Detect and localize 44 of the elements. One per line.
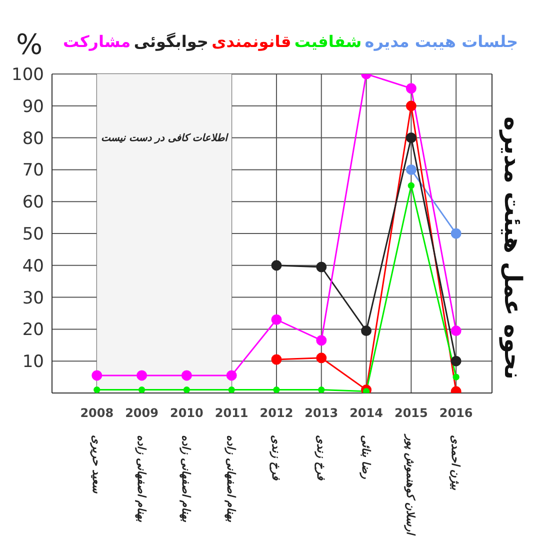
point <box>450 228 462 239</box>
point <box>273 386 280 393</box>
y-tick-label: 100 <box>12 65 44 86</box>
point <box>94 386 100 393</box>
point <box>228 386 235 393</box>
point <box>271 314 282 325</box>
point <box>316 352 327 364</box>
y-tick-label: 30 <box>22 288 44 308</box>
y-tick-label: 90 <box>22 96 44 117</box>
text: جلسات هیبت مدیره <box>364 32 518 51</box>
point <box>183 386 190 393</box>
y-tick-label: 80 <box>22 128 44 149</box>
point <box>406 132 416 144</box>
point <box>316 335 327 346</box>
point <box>271 354 282 365</box>
y-tick-label: 70 <box>22 160 44 181</box>
y-tick-label: 60 <box>22 192 44 213</box>
point <box>138 386 146 393</box>
y-tick-label: 40 <box>22 256 44 276</box>
text: جوابگوئی <box>134 32 208 51</box>
point <box>92 370 102 381</box>
y2-axis-title: نحوه عمل هیئت مدیره <box>499 116 527 380</box>
point <box>316 262 327 272</box>
point <box>450 326 462 336</box>
point <box>181 370 192 381</box>
y-axis-title: % <box>16 28 43 61</box>
point <box>136 370 148 381</box>
text: شفافیت <box>294 32 362 51</box>
y-tick-label: 50 <box>22 224 44 245</box>
point <box>271 260 282 271</box>
point <box>406 83 416 94</box>
point <box>361 326 372 336</box>
point <box>406 100 416 112</box>
text: قانونمندی <box>212 32 292 51</box>
point <box>226 370 237 381</box>
y-tick-label: 10 <box>22 352 44 372</box>
point <box>406 164 416 175</box>
y-tick-label: 20 <box>22 320 44 340</box>
text: مشارکت <box>63 32 131 51</box>
band-label: اطلاعات کافی در دست نیست <box>101 133 230 144</box>
point <box>450 356 462 366</box>
point <box>318 386 325 393</box>
point <box>408 182 415 189</box>
point <box>452 374 460 380</box>
